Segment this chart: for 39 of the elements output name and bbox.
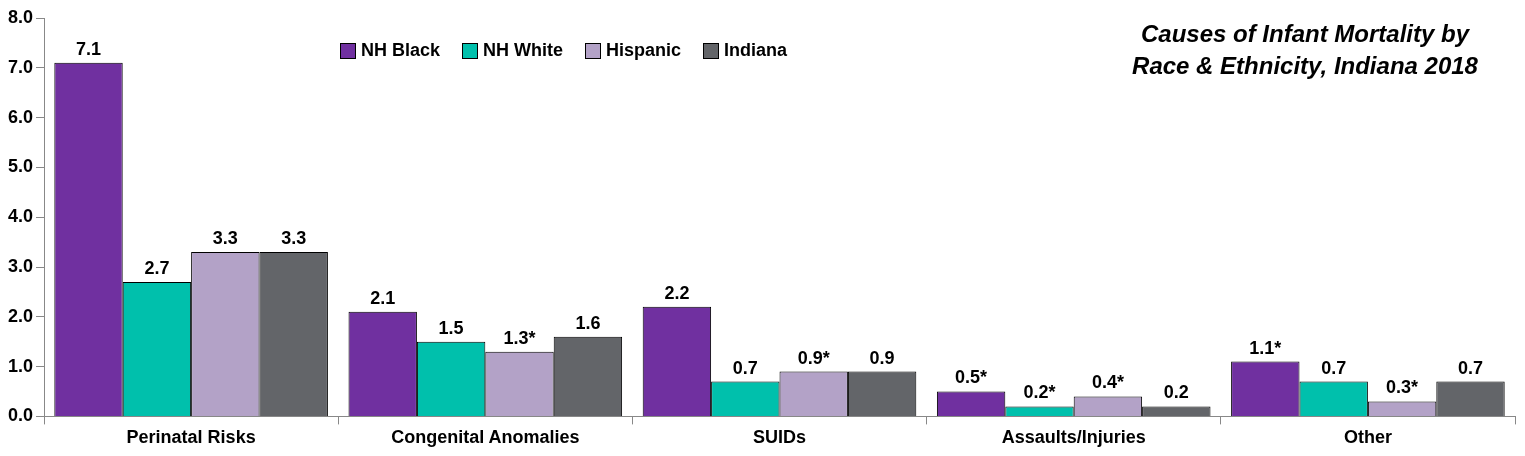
y-tick-label: 2.0 [7, 305, 34, 326]
legend-label: NH Black [361, 40, 441, 61]
data-label: 7.1 [76, 38, 102, 59]
y-tick-label: 8.0 [7, 6, 34, 27]
y-tick-label: 5.0 [7, 156, 34, 177]
data-label: 1.3* [503, 327, 536, 348]
data-label: 0.7 [732, 357, 758, 378]
data-label: 0.3* [1386, 377, 1419, 398]
data-label: 0.4* [1091, 372, 1124, 393]
data-label: 1.6 [575, 312, 601, 333]
data-label: 2.1 [370, 287, 396, 308]
x-tick-label: Perinatal Risks [126, 427, 256, 448]
data-label: 3.3 [212, 228, 238, 249]
x-tick-label: Assaults/Injuries [1001, 427, 1146, 448]
y-tick-label: 0.0 [7, 405, 34, 426]
x-tick-label: SUIDs [753, 427, 807, 448]
data-label: 1.5 [438, 317, 464, 338]
legend-label: Indiana [724, 40, 788, 61]
x-tick-label: Other [1343, 427, 1392, 448]
data-label: 2.2 [664, 282, 690, 303]
legend-label: NH White [483, 40, 564, 61]
data-label: 3.3 [281, 228, 307, 249]
data-label: 0.7 [1457, 357, 1484, 378]
data-label: 0.2 [1163, 382, 1189, 403]
y-tick-label: 3.0 [7, 255, 34, 276]
text: Causes of Infant Mortality by Race & Ethnicity, Indiana 2018 [1131, 19, 1479, 81]
data-label: 2.7 [144, 257, 170, 278]
x-tick-label: Congenital Anomalies [391, 427, 580, 448]
y-tick-label: 4.0 [7, 206, 34, 227]
data-label: 0.5* [955, 367, 988, 388]
data-label: 1.1* [1249, 337, 1282, 358]
y-tick-label: 7.0 [7, 56, 34, 77]
legend-label: Hispanic [606, 40, 682, 61]
data-label: 0.9* [797, 347, 830, 368]
data-label: 0.9 [869, 347, 895, 368]
y-tick-label: 6.0 [7, 106, 34, 127]
y-tick-label: 1.0 [7, 355, 34, 376]
data-label: 0.2* [1023, 382, 1056, 403]
data-label: 0.7 [1321, 357, 1347, 378]
